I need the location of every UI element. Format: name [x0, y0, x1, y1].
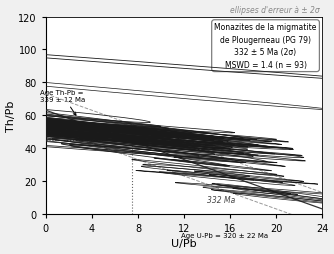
- Text: ellipses d'erreur à ± 2σ: ellipses d'erreur à ± 2σ: [230, 6, 320, 14]
- Text: 332 Ma: 332 Ma: [207, 196, 235, 204]
- Text: Age Th-Pb =
339 ± 12 Ma: Age Th-Pb = 339 ± 12 Ma: [40, 90, 86, 116]
- Text: Monazites de la migmatite
de Plougerneau (PG 79)
332 ± 5 Ma (2σ)
MSWD = 1.4 (n =: Monazites de la migmatite de Plougerneau…: [214, 23, 317, 70]
- X-axis label: U/Pb: U/Pb: [171, 239, 197, 248]
- Text: Age U-Pb = 320 ± 22 Ma: Age U-Pb = 320 ± 22 Ma: [181, 232, 268, 238]
- Y-axis label: Th/Pb: Th/Pb: [6, 100, 16, 131]
